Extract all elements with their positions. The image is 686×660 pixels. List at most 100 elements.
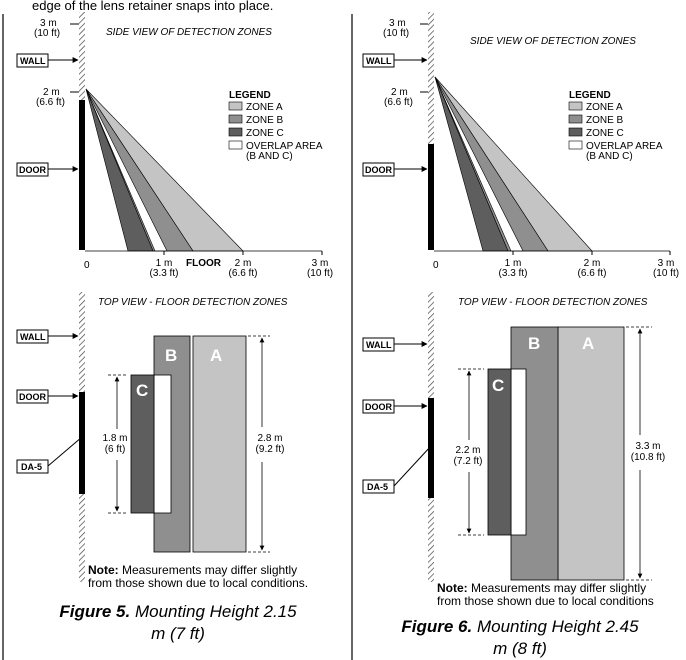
height-2m-label: 2 m (43, 87, 60, 98)
overlap-rect (510, 368, 527, 536)
legend-swatch-overlap (228, 140, 243, 150)
zone-a-letter: A (582, 334, 594, 353)
top-door-label: DOOR (365, 402, 393, 412)
note-bold: Note: (437, 581, 468, 595)
top-view-title: TOP VIEW - FLOOR DETECTION ZONES (458, 297, 648, 308)
axis-3m-label: 3 m (312, 258, 329, 269)
axis-1m-ft-label: (3.3 ft) (499, 268, 528, 279)
figure-5-side-view: SIDE VIEW OF DETECTION ZONES 3 m (10 ft)… (16, 12, 333, 279)
zone-c-letter: C (492, 376, 504, 395)
door-label: DOOR (365, 165, 393, 175)
figure-5-top-view: TOP VIEW - FLOOR DETECTION ZONES WALL DO… (16, 292, 308, 590)
zone-b-letter: B (165, 346, 177, 365)
axis-1m-label: 1 m (156, 258, 173, 269)
height-2m-label: 2 m (391, 87, 408, 98)
axis-3m-label: 3 m (658, 258, 675, 269)
figure-6-top-view: TOP VIEW - FLOOR DETECTION ZONES WALL DO… (362, 292, 665, 608)
height-3m-label: 3 m (40, 18, 57, 29)
axis-1m-label: 1 m (505, 258, 522, 269)
door-label: DOOR (19, 165, 47, 175)
axis-zero-label: 0 (433, 260, 439, 271)
axis-3m-ft-label: (10 ft) (653, 268, 679, 279)
top-view-title: TOP VIEW - FLOOR DETECTION ZONES (98, 297, 288, 308)
sensor-label: DA-5 (367, 482, 388, 492)
note-line-2: from those shown due to local conditions (437, 594, 654, 608)
axis-3m-ft-label: (10 ft) (307, 268, 333, 279)
legend-overlap-sub: (B AND C) (246, 151, 293, 162)
legend-zone-b: ZONE B (586, 115, 624, 126)
axis-2m-ft-label: (6.6 ft) (229, 268, 258, 279)
height-2m-ft-label: (6.6 ft) (36, 97, 65, 108)
dim-ab-ft-label: (10.8 ft) (631, 452, 665, 463)
axis-2m-label: 2 m (584, 258, 601, 269)
figure-6: SIDE VIEW OF DETECTION ZONES 3 m (10 ft)… (362, 12, 679, 658)
overlap-rect (153, 374, 172, 514)
figure-5-caption-line-1: Figure 5. Mounting Height 2.15 (59, 602, 297, 621)
wall-label: WALL (366, 56, 392, 66)
legend-title: LEGEND (569, 90, 611, 101)
legend-overlap: OVERLAP AREA (246, 141, 323, 152)
top-wall-label: WALL (20, 332, 46, 342)
height-3m-ft-label: (10 ft) (34, 28, 60, 39)
top-cutoff-text: edge of the lens retainer snaps into pla… (32, 0, 273, 13)
figure-5: SIDE VIEW OF DETECTION ZONES 3 m (10 ft)… (16, 12, 333, 643)
dim-ab-ft-label: (9.2 ft) (256, 444, 285, 455)
dim-c-ft-label: (6 ft) (105, 444, 126, 455)
caption-bold: Figure 6. (401, 617, 472, 636)
door-bar (79, 100, 85, 250)
figure-6-side-view: SIDE VIEW OF DETECTION ZONES 3 m (10 ft)… (362, 12, 679, 279)
side-view-title: SIDE VIEW OF DETECTION ZONES (470, 36, 636, 47)
zone-a-rect (557, 326, 625, 581)
legend-swatch-zone-b (228, 114, 243, 124)
axis-1m-ft-label: (3.3 ft) (150, 268, 179, 279)
dim-ab-m-label: 2.8 m (257, 433, 282, 444)
side-view-title: SIDE VIEW OF DETECTION ZONES (106, 27, 272, 38)
legend-zone-a: ZONE A (246, 102, 283, 113)
legend-overlap-sub: (B AND C) (586, 151, 633, 162)
legend-zone-c: ZONE C (246, 128, 284, 139)
zone-c-rect (130, 374, 155, 514)
legend-swatch-zone-a (228, 101, 243, 111)
dim-c-m-label: 2.2 m (455, 445, 480, 456)
figure-5-caption-line-2: m (7 ft) (151, 624, 205, 643)
caption-text: Mounting Height 2.45 (472, 617, 639, 636)
wall-label: WALL (20, 56, 46, 66)
height-3m-ft-label: (10 ft) (383, 28, 409, 39)
note-bold: Note: (88, 563, 119, 577)
legend-overlap: OVERLAP AREA (586, 141, 663, 152)
legend-zone-c: ZONE C (586, 128, 624, 139)
zone-c-letter: C (136, 381, 148, 400)
axis-zero-label: 0 (84, 260, 90, 271)
note-line-2: from those shown due to local conditions… (88, 576, 308, 590)
sensor-pointer (393, 445, 432, 487)
legend-swatch-zone-b (568, 114, 583, 124)
sensor-label: DA-5 (21, 462, 42, 472)
dim-ab-m-label: 3.3 m (635, 441, 660, 452)
axis-2m-ft-label: (6.6 ft) (578, 268, 607, 279)
wall-hatch (428, 12, 434, 250)
caption-bold: Figure 5. (59, 602, 130, 621)
height-2m-ft-label: (6.6 ft) (384, 97, 413, 108)
note-text: Measurements may differ slightly (119, 563, 298, 577)
sensor-dot (80, 435, 84, 439)
top-wall-label: WALL (366, 340, 392, 350)
legend-title: LEGEND (229, 90, 271, 101)
sensor-label-box (16, 459, 49, 474)
height-3m-label: 3 m (389, 18, 406, 29)
top-door-label: DOOR (19, 392, 47, 402)
axis-2m-label: 2 m (235, 258, 252, 269)
dim-c-ft-label: (7.2 ft) (454, 456, 483, 467)
sensor-label-box (362, 479, 395, 494)
caption-text: Mounting Height 2.15 (130, 602, 297, 621)
zone-b-letter: B (528, 334, 540, 353)
legend-swatch-zone-c (228, 127, 243, 137)
legend-swatch-overlap (568, 140, 583, 150)
zone-c-rect (487, 368, 512, 536)
floor-label: FLOOR (186, 258, 222, 269)
zone-a-rect (192, 335, 247, 553)
legend-zone-a: ZONE A (586, 102, 623, 113)
legend-swatch-zone-c (568, 127, 583, 137)
note-text: Measurements may differ slightly (468, 581, 647, 595)
legend-zone-b: ZONE B (246, 115, 284, 126)
